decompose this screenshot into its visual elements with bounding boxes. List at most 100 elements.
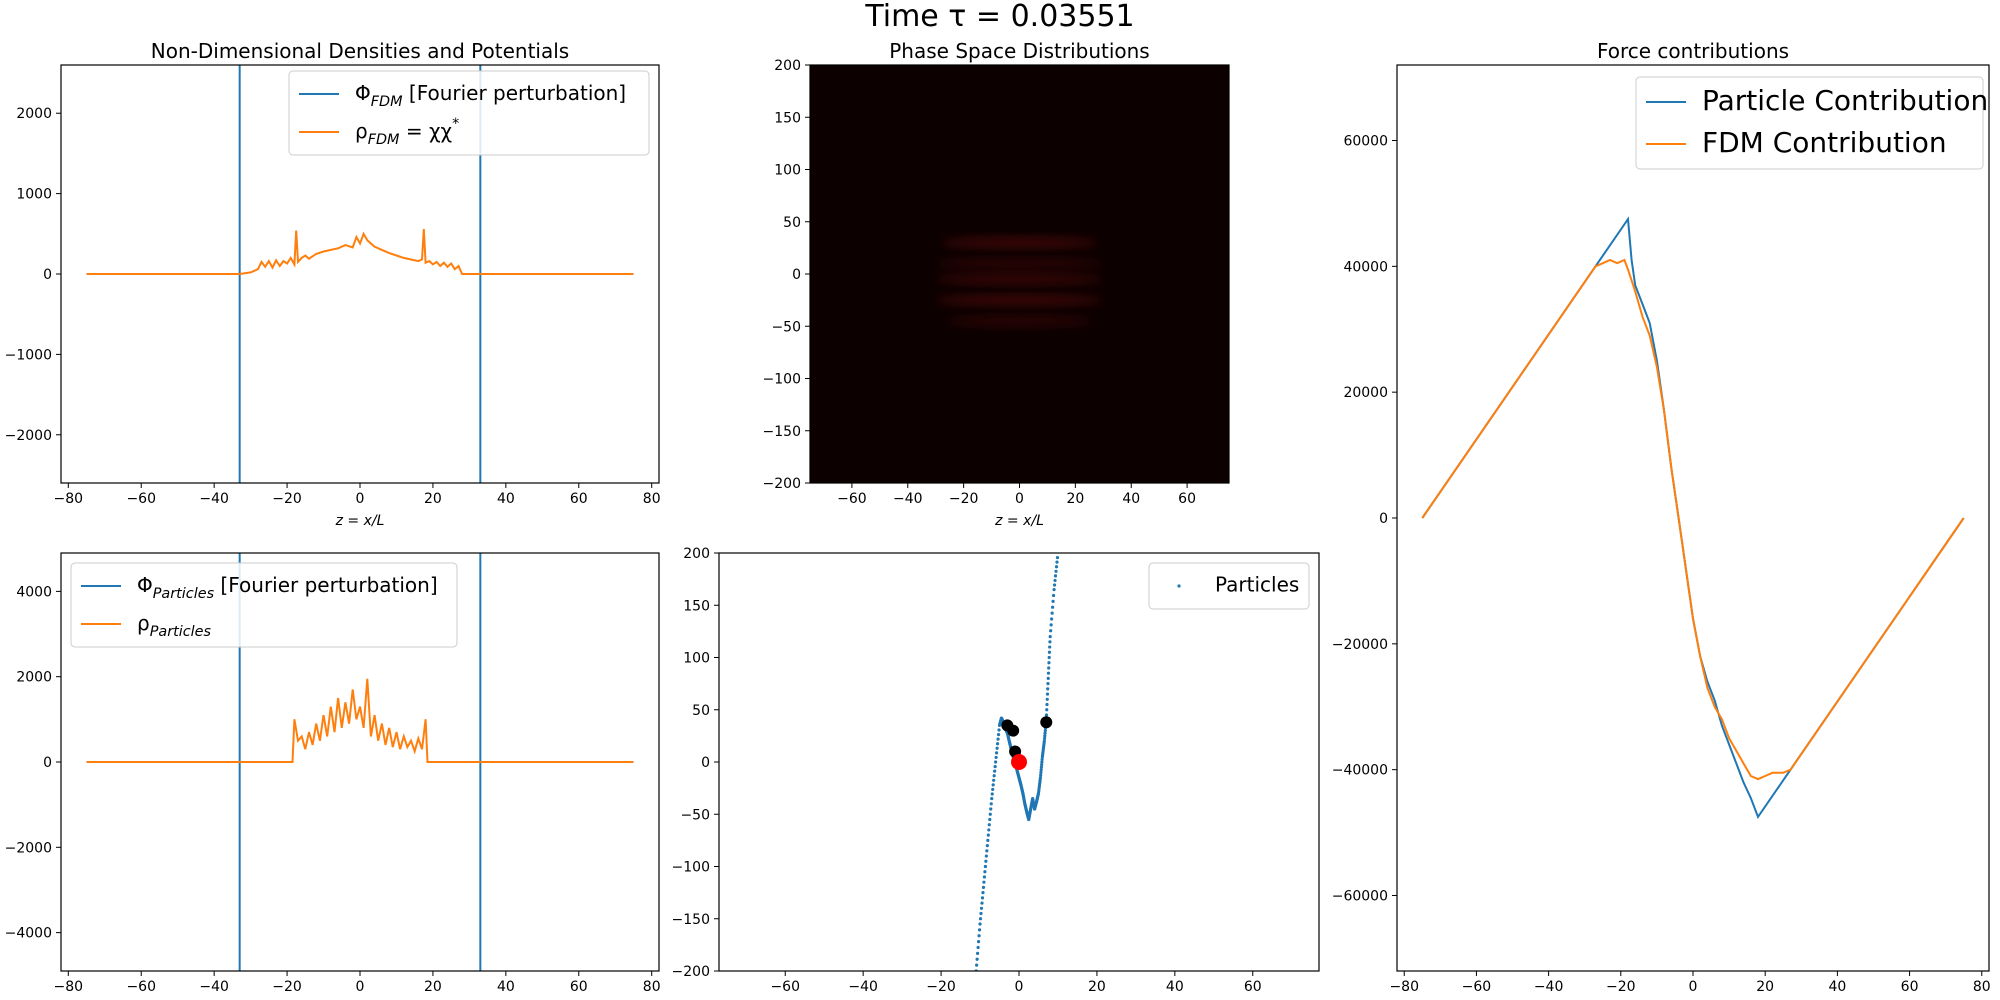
- y-tick-label-1: −150: [763, 424, 801, 440]
- plot-area: [810, 65, 1229, 483]
- legend-box: [1635, 76, 1984, 170]
- y-tick-label-1: −150: [672, 912, 710, 928]
- point-0-29-0: [1042, 739, 1046, 743]
- point-0-27-2: [1039, 770, 1043, 775]
- point-0-3-4: [988, 817, 992, 822]
- point-0-31-1: [1046, 671, 1051, 675]
- legend: Particles: [1148, 562, 1310, 610]
- point-0-1-6: [981, 891, 985, 895]
- legend: Particle Contribution FDM Contribution: [1635, 76, 1988, 170]
- point-0-33-6: [1055, 560, 1059, 564]
- point-0-27-6: [1040, 760, 1044, 764]
- y-tick-label-3: 1000: [16, 187, 52, 203]
- x-tick-label-3: −20: [1606, 979, 1636, 995]
- point-0-2-3: [983, 864, 987, 869]
- point-0-27-4: [1039, 765, 1044, 769]
- point-0-3-6: [989, 807, 993, 811]
- x-tick-label-0: −80: [54, 979, 84, 995]
- point-0-1-5: [980, 896, 985, 900]
- x-tick-label-5: 20: [424, 979, 442, 995]
- point-0-32-7: [1051, 593, 1056, 598]
- y-tick-label-0: −4000: [5, 926, 52, 942]
- point-0-29-4: [1043, 729, 1047, 733]
- x-tick-label-3: −20: [272, 979, 302, 995]
- y-tick-label-2: −100: [672, 860, 710, 876]
- point-0-27-5: [1040, 763, 1044, 767]
- legend-marker-0: [1177, 584, 1181, 588]
- point-0-2-5: [984, 854, 988, 858]
- x-tick-label-6: 60: [1244, 979, 1262, 995]
- point-0-5-4: [995, 742, 1000, 746]
- point-0-31-3: [1047, 661, 1051, 665]
- y-tick-label-4: 0: [792, 267, 801, 283]
- y-tick-label-3: −50: [771, 319, 801, 335]
- heatmap-band-0: [941, 237, 1098, 248]
- chart-title: Non-Dimensional Densities and Potentials: [151, 39, 569, 63]
- point-0-4-7: [993, 764, 997, 769]
- point-0-5-3: [995, 746, 999, 750]
- x-tick-label-1: −60: [126, 979, 156, 995]
- point-0-4-1: [990, 792, 994, 796]
- x-tick-label-1: −60: [1462, 979, 1492, 995]
- y-tick-label-4: 0: [701, 755, 710, 771]
- marker-4: [1011, 754, 1027, 770]
- point-0-29-2: [1043, 734, 1047, 738]
- point-0-31-2: [1047, 666, 1051, 670]
- point-0-27-7: [1040, 757, 1044, 761]
- heatmap-band-2: [935, 274, 1104, 285]
- point-0-30-2: [1045, 708, 1049, 712]
- point-0-0-4: [976, 945, 980, 950]
- point-0-3-5: [988, 812, 992, 816]
- y-tick-label-2: −100: [763, 372, 801, 388]
- point-0-32-0: [1048, 635, 1052, 639]
- y-tick-label-0: −200: [763, 476, 801, 492]
- y-tick-label-4: 20000: [1343, 385, 1388, 401]
- chart-force-contributions: −80 −60 −40 −20 0 20 40 60 80 −60000 −40000 −20000 0…: [1332, 39, 1991, 995]
- point-0-31-6: [1048, 645, 1052, 649]
- point-0-30-1: [1044, 713, 1049, 717]
- plot-area: [1421, 216, 1965, 820]
- point-0-2-0: [982, 880, 986, 884]
- legend-label-0: ΦFDM [Fourier perturbation]: [355, 81, 626, 111]
- x-tick-label-2: −40: [199, 979, 229, 995]
- point-0-3-7: [989, 802, 993, 806]
- legend-box: [70, 562, 458, 648]
- x-tick-label-2: −40: [1534, 979, 1564, 995]
- point-0-32-2: [1049, 623, 1053, 627]
- point-0-30-5: [1045, 692, 1050, 696]
- y-tick-label-2: 0: [43, 267, 52, 283]
- point-0-32-5: [1051, 605, 1055, 609]
- point-0-5-0: [994, 760, 998, 764]
- chart-phase-space-fdm: −60 −40 −20 0 20 40 60−200−150−100−50050100150…: [763, 39, 1230, 529]
- point-0-32-4: [1050, 611, 1054, 615]
- chart-particle-densities: −80 −60 −40 −20 0 20 40 60 80 −4000 −2000 0 2000 4000…: [5, 552, 661, 995]
- series-line-1: [86, 678, 634, 763]
- point-0-3-2: [987, 828, 991, 832]
- point-0-4-5: [992, 774, 996, 778]
- point-0-5-2: [994, 751, 999, 755]
- point-0-33-0: [1052, 587, 1056, 592]
- point-0-33-5: [1054, 565, 1059, 569]
- point-0-5-5: [996, 737, 1000, 741]
- point-0-5-7: [997, 728, 1001, 732]
- y-tick-label-4: 4000: [16, 584, 52, 600]
- x-tick-label-3: −20: [272, 491, 302, 507]
- legend-box: [1148, 562, 1310, 610]
- point-0-33-1: [1052, 583, 1057, 587]
- y-tick-label-3: 0: [1379, 511, 1388, 527]
- point-0-31-0: [1046, 676, 1050, 681]
- x-tick-label-7: 60: [570, 979, 588, 995]
- x-tick-label-4: 20: [1066, 491, 1084, 507]
- point-0-30-3: [1045, 702, 1049, 707]
- x-tick-label-5: 20: [1756, 979, 1774, 995]
- legend: ΦFDM [Fourier perturbation] ρFDM = χχ*: [288, 70, 650, 156]
- point-0-0-7: [977, 928, 982, 932]
- point-0-0-1: [975, 963, 979, 967]
- x-tick-label-4: 0: [356, 979, 365, 995]
- point-0-1-0: [978, 922, 982, 926]
- marker-3: [1040, 716, 1053, 729]
- point-0-0-3: [976, 951, 980, 955]
- point-0-29-1: [1042, 736, 1047, 741]
- heatmap-band-1: [935, 258, 1104, 269]
